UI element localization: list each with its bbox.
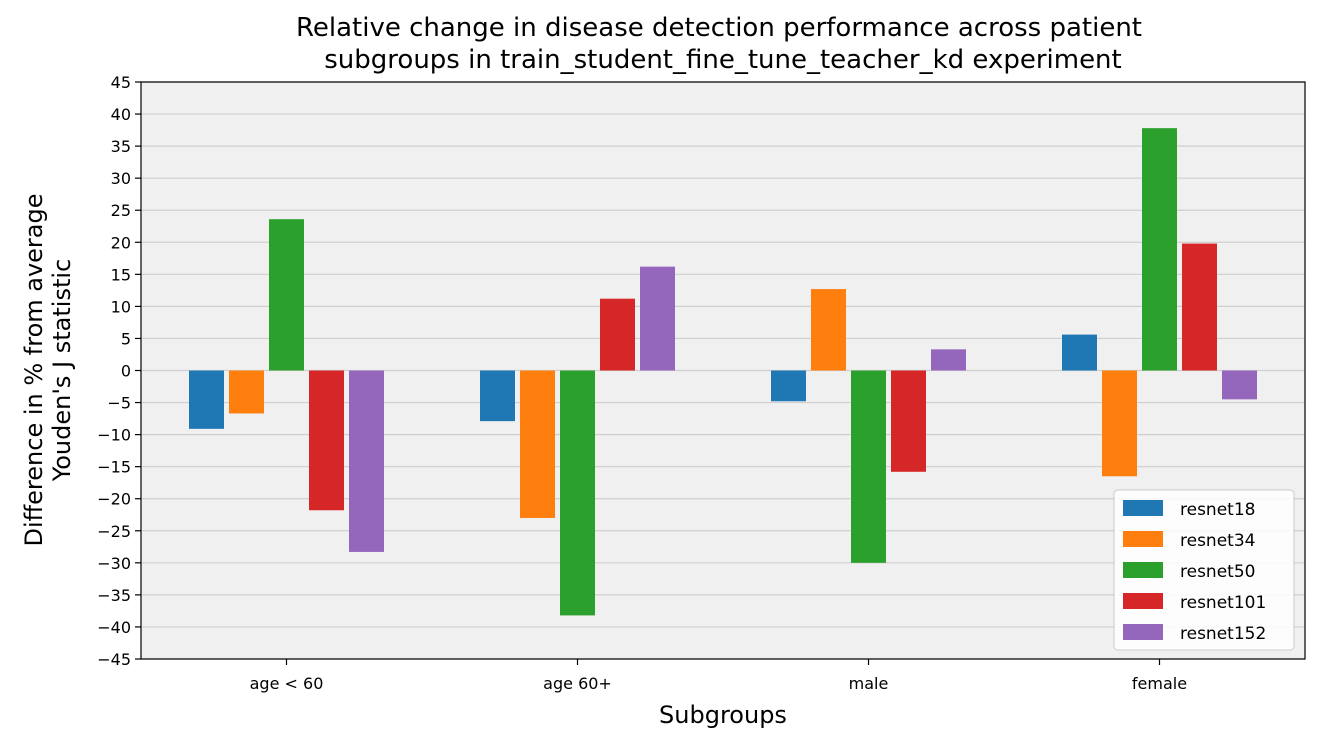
y-tick-label: 15 bbox=[111, 265, 131, 284]
bar-resnet18-1 bbox=[480, 370, 515, 422]
bar-resnet152-0 bbox=[349, 370, 384, 552]
legend-label-resnet152: resnet152 bbox=[1180, 624, 1266, 644]
x-axis-ticks: age < 60 age 60+ male female bbox=[250, 659, 1187, 693]
y-tick-label: 30 bbox=[111, 169, 131, 188]
legend-label-resnet34: resnet34 bbox=[1180, 531, 1255, 551]
y-tick-label: 35 bbox=[111, 137, 131, 156]
y-axis-label-line-1: Difference in % from average bbox=[20, 193, 48, 546]
bar-resnet34-1 bbox=[520, 370, 555, 518]
y-tick-label: 45 bbox=[111, 73, 131, 92]
legend-swatch-resnet101 bbox=[1123, 593, 1163, 609]
y-axis-ticks: −45 −40 −35 −30 −25 −20 −15 −10 −5 0 5 10 15 20 25 30 35… bbox=[97, 73, 141, 669]
y-tick-label: −40 bbox=[97, 618, 131, 637]
chart-title-line-2: subgroups in train_student_fine_tune_tea… bbox=[324, 45, 1121, 75]
x-tick-label: female bbox=[1132, 674, 1187, 693]
x-tick-label: age < 60 bbox=[250, 674, 324, 693]
x-axis-label: Subgroups bbox=[659, 701, 787, 729]
y-tick-label: 5 bbox=[121, 329, 131, 348]
y-tick-label: −10 bbox=[97, 426, 131, 445]
x-tick-label: age 60+ bbox=[543, 674, 612, 693]
legend-swatch-resnet34 bbox=[1123, 531, 1163, 547]
y-tick-label: −45 bbox=[97, 650, 131, 669]
legend-swatch-resnet18 bbox=[1123, 500, 1163, 516]
bar-resnet152-3 bbox=[1222, 370, 1257, 400]
bar-resnet50-2 bbox=[851, 370, 886, 563]
bar-resnet18-3 bbox=[1062, 334, 1097, 371]
legend: resnet18 resnet34 resnet50 resnet101 resnet1… bbox=[1113, 489, 1295, 651]
y-tick-label: 40 bbox=[111, 105, 131, 124]
bar-resnet34-2 bbox=[811, 289, 846, 371]
bar-resnet34-3 bbox=[1102, 370, 1137, 477]
bar-resnet50-0 bbox=[269, 219, 304, 371]
x-tick-label: male bbox=[849, 674, 889, 693]
bar-resnet34-0 bbox=[229, 370, 264, 414]
bars bbox=[189, 128, 1257, 616]
bar-resnet152-2 bbox=[931, 349, 966, 371]
y-tick-label: −15 bbox=[97, 458, 131, 477]
bar-resnet18-0 bbox=[189, 370, 224, 429]
chart-title-line-1: Relative change in disease detection per… bbox=[296, 13, 1142, 43]
bar-resnet18-2 bbox=[771, 370, 806, 402]
bar-resnet101-1 bbox=[600, 298, 635, 371]
y-tick-label: −25 bbox=[97, 522, 131, 541]
bar-resnet101-0 bbox=[309, 370, 344, 511]
y-tick-label: 10 bbox=[111, 297, 131, 316]
bar-resnet101-3 bbox=[1182, 243, 1217, 371]
bar-resnet152-1 bbox=[640, 266, 675, 371]
y-tick-label: −35 bbox=[97, 586, 131, 605]
bar-resnet50-1 bbox=[560, 370, 595, 616]
legend-swatch-resnet50 bbox=[1123, 562, 1163, 578]
y-tick-label: −5 bbox=[107, 394, 131, 413]
bar-resnet101-2 bbox=[891, 370, 926, 472]
legend-box bbox=[1113, 489, 1295, 651]
y-tick-label: −30 bbox=[97, 554, 131, 573]
bar-resnet50-3 bbox=[1142, 128, 1177, 371]
y-tick-label: 25 bbox=[111, 201, 131, 220]
legend-swatch-resnet152 bbox=[1123, 624, 1163, 640]
legend-label-resnet18: resnet18 bbox=[1180, 500, 1255, 520]
legend-label-resnet50: resnet50 bbox=[1180, 562, 1255, 582]
y-tick-label: −20 bbox=[97, 490, 131, 509]
legend-label-resnet101: resnet101 bbox=[1180, 593, 1266, 613]
y-tick-label: 20 bbox=[111, 233, 131, 252]
y-axis-label-line-2: Youden's J statistic bbox=[48, 259, 76, 483]
y-tick-label: 0 bbox=[121, 362, 131, 381]
